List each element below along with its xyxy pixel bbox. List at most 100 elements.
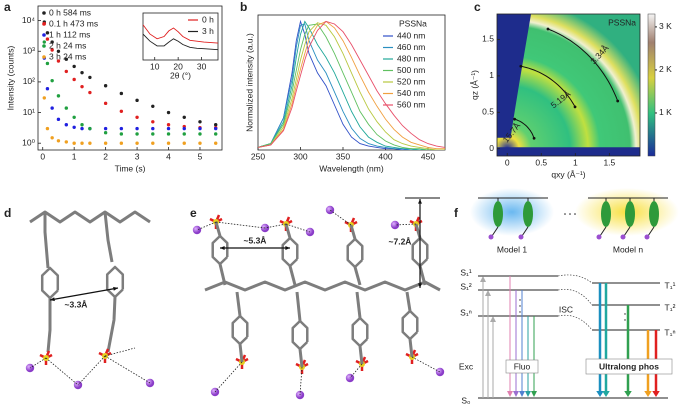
bond	[408, 338, 414, 358]
ring	[105, 265, 125, 299]
x-tick-label: 0	[505, 157, 510, 167]
x-axis-title: Time (s)	[115, 163, 146, 173]
data-point	[119, 141, 124, 145]
arrow-head	[418, 283, 422, 288]
model-label: Model 1	[497, 244, 528, 254]
legend-label: 3 h	[202, 26, 214, 36]
ring	[291, 319, 309, 351]
bond	[46, 298, 52, 353]
data-point	[103, 126, 108, 131]
legend-label: 500 nm	[397, 65, 425, 75]
level-label: S₀	[461, 395, 471, 405]
colorbar-label: 3 K	[659, 21, 672, 31]
data-point	[45, 31, 50, 35]
phos-box	[585, 358, 673, 375]
contact	[45, 357, 79, 386]
arrow-head	[531, 391, 537, 397]
y-axis-title: Intensity (counts)	[5, 45, 15, 110]
data-point	[56, 59, 61, 63]
data-point	[166, 110, 171, 115]
plot-frame	[496, 13, 641, 157]
data-point	[72, 141, 76, 145]
data-point	[135, 141, 139, 145]
chain	[491, 226, 499, 237]
ring	[231, 314, 249, 346]
data-point	[64, 106, 69, 110]
data-point	[166, 126, 171, 131]
data-point	[72, 125, 76, 130]
y-tick-label: 1.5	[482, 34, 494, 44]
ion	[488, 234, 494, 240]
data-point	[119, 109, 124, 113]
legend-label: 1 h 112 ms	[49, 29, 90, 39]
level-label: S₁²	[460, 281, 472, 291]
level-label: T₁¹	[665, 280, 676, 290]
exc-label: Exc	[459, 361, 474, 371]
data-point	[45, 87, 50, 91]
arrow-head	[573, 105, 577, 109]
legend-label: 0 h 584 ms	[49, 7, 91, 17]
data-point	[214, 141, 218, 145]
contact	[411, 356, 441, 373]
bond	[29, 210, 151, 224]
arrow-head	[652, 391, 660, 397]
ring	[211, 234, 229, 266]
ellipsis-dot	[624, 313, 626, 315]
level-label: S₁¹	[460, 267, 472, 277]
x-tick-label: 30	[197, 61, 207, 71]
legend-marker	[42, 33, 46, 37]
data-point	[198, 120, 202, 124]
y-axis-title: qz (Å⁻¹)	[469, 70, 479, 100]
data-line	[143, 33, 218, 51]
isc-arrow	[557, 314, 593, 331]
sodium-ion	[192, 225, 202, 235]
x-axis-title: qxy (Å⁻¹)	[551, 169, 585, 179]
data-point	[214, 126, 218, 131]
data-point	[166, 141, 171, 145]
y-tick-label: 10³	[23, 46, 35, 56]
y-tick-label: 10¹	[23, 107, 35, 117]
data-point	[182, 126, 186, 131]
data-point	[56, 117, 61, 122]
x-tick-label: 1.5	[603, 157, 615, 167]
data-point	[103, 131, 108, 135]
y-tick-label: 10⁰	[22, 137, 35, 147]
legend-label: 0.1 h 473 ms	[49, 18, 98, 28]
data-point	[80, 70, 84, 75]
chromophore	[649, 201, 659, 227]
arrow-head	[644, 391, 652, 397]
arrow-head	[602, 391, 610, 397]
data-point	[80, 126, 84, 131]
bond	[353, 266, 362, 286]
data-point	[166, 123, 171, 127]
fluo-label: Fluo	[514, 361, 531, 371]
contact	[394, 223, 417, 226]
data-point	[64, 140, 69, 144]
ion	[596, 234, 602, 240]
data-point	[198, 126, 202, 131]
x-tick-label: 1	[72, 151, 77, 161]
data-point	[135, 126, 139, 131]
data-point	[80, 84, 84, 89]
ellipsis-dot	[624, 319, 626, 321]
data-point	[182, 132, 186, 136]
data-point	[182, 115, 186, 120]
bond	[43, 212, 50, 269]
panel-label: c	[474, 0, 481, 14]
data-point	[198, 141, 202, 145]
arrow-head	[532, 136, 536, 140]
legend-marker	[42, 44, 46, 48]
data-point	[45, 61, 50, 66]
ion	[644, 234, 650, 240]
x-tick-label: 1	[573, 157, 578, 167]
ring	[351, 316, 369, 348]
x-tick-label: 20	[173, 61, 183, 71]
data-point	[50, 48, 54, 52]
arrow-head	[519, 64, 523, 68]
chain	[647, 226, 655, 237]
legend-label: 520 nm	[397, 76, 425, 86]
ion	[620, 234, 626, 240]
bond	[418, 265, 427, 286]
arrow-head	[285, 246, 290, 250]
contact	[104, 355, 151, 384]
